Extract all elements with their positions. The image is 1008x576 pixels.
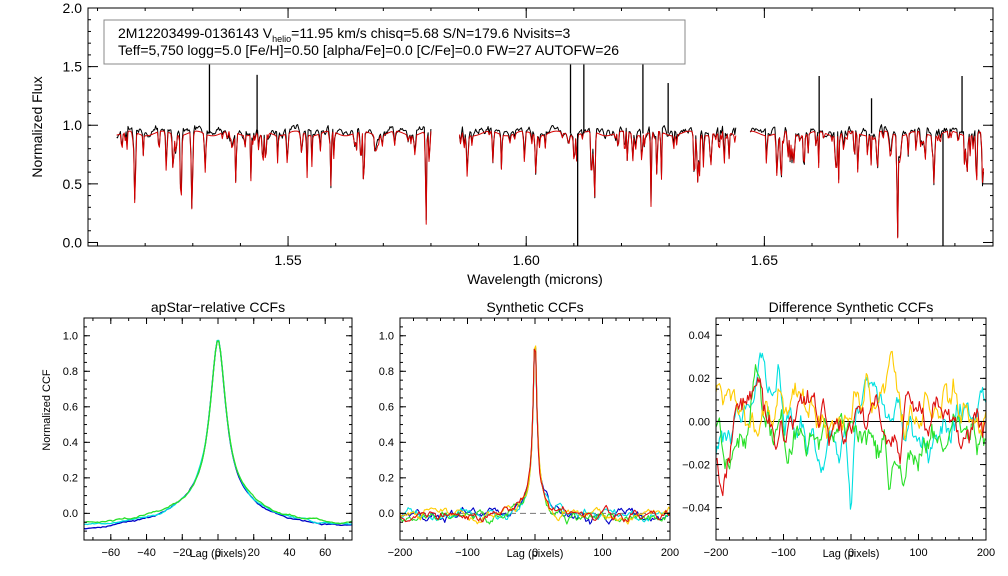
synthetic-ccf-panel: Synthetic CCFs −200 −100 0 100 200 0.0 0.2 0.4 0… xyxy=(379,299,679,560)
annotation-line1-prefix: 2M12203499-0136143 V xyxy=(118,25,273,41)
x-tick-label: −200 xyxy=(704,547,729,559)
difference-ccf-title: Difference Synthetic CCFs xyxy=(769,299,934,315)
x-tick-label: 60 xyxy=(319,547,331,559)
x-tick-label: 20 xyxy=(248,547,260,559)
spectrum-y-axis-label: Normalized Flux xyxy=(29,76,45,177)
observed-spectrum-line xyxy=(459,125,737,205)
y-tick-label: −0.04 xyxy=(682,503,710,515)
y-tick-label: 0.4 xyxy=(63,437,78,449)
x-tick-label: 1.65 xyxy=(751,252,778,268)
x-tick-label: 0 xyxy=(848,547,854,559)
x-tick-label: 1.60 xyxy=(513,252,540,268)
y-tick-label: 0.2 xyxy=(379,473,394,485)
model-spectrum-line xyxy=(750,130,984,239)
x-tick-label: −100 xyxy=(771,547,796,559)
x-tick-label: 100 xyxy=(909,547,927,559)
y-tick-label: 1.0 xyxy=(63,331,78,343)
apstar-ccf-panel: apStar−relative CCFs −60 −40 −20 0 20 40 60 0.0… xyxy=(41,299,353,560)
difference-ccf-series xyxy=(715,350,987,510)
y-tick-label: 0.04 xyxy=(689,330,710,342)
y-tick-label: 0.0 xyxy=(63,508,78,520)
ccf-line-green xyxy=(83,340,353,525)
apstar-ccf-x-axis-label: Lag (pixels) xyxy=(190,548,247,560)
y-tick-label: 0.4 xyxy=(379,437,394,449)
y-tick-label: 0.02 xyxy=(689,373,710,385)
x-tick-label: 200 xyxy=(661,547,679,559)
difference-line-yellow xyxy=(715,350,987,441)
apstar-ccf-series xyxy=(83,339,353,530)
x-tick-label: 0 xyxy=(532,547,538,559)
x-tick-label: 0 xyxy=(215,547,221,559)
model-spectrum-line xyxy=(459,130,737,207)
synthetic-ccf-title: Synthetic CCFs xyxy=(486,299,583,315)
difference-ccf-axis-ticks: −200 −100 0 100 200 −0.04 −0.02 0.00 0.02 0.04 xyxy=(682,318,995,559)
spectrum-annotation-line2: Teff=5,750 logg=5.0 [Fe/H]=0.50 [alpha/F… xyxy=(118,42,619,58)
y-tick-label: 0.5 xyxy=(63,176,83,192)
y-tick-label: 0.0 xyxy=(379,508,394,520)
y-tick-label: 0.6 xyxy=(63,402,78,414)
apstar-ccf-y-axis-label: Normalized CCF xyxy=(41,369,53,451)
synthetic-ccf-series xyxy=(399,345,671,525)
difference-line-cyan xyxy=(715,352,987,510)
observed-spectrum-line xyxy=(116,124,432,221)
x-tick-label: 200 xyxy=(977,547,995,559)
difference-ccf-panel: Difference Synthetic CCFs −200 −100 0 100 20… xyxy=(682,299,995,560)
y-tick-label: 0.0 xyxy=(63,234,83,250)
x-tick-label: 1.55 xyxy=(274,252,301,268)
ccf-line-red xyxy=(399,348,671,523)
spectrum-panel: 1.55 1.60 1.65 0.0 0.5 1.0 1.5 2.0 2M12203499-0… xyxy=(29,0,994,287)
x-tick-label: −200 xyxy=(388,547,413,559)
apstar-ccf-title: apStar−relative CCFs xyxy=(151,299,285,315)
spectrum-x-axis-label: Wavelength (microns) xyxy=(467,271,603,287)
x-tick-label: 40 xyxy=(283,547,295,559)
y-tick-label: 0.6 xyxy=(379,402,394,414)
y-tick-label: 1.0 xyxy=(379,331,394,343)
y-tick-label: −0.02 xyxy=(682,459,710,471)
x-tick-label: −60 xyxy=(101,547,120,559)
annotation-line1-subscript: helio xyxy=(272,34,291,44)
difference-ccf-x-axis-label: Lag (pixels) xyxy=(823,548,880,560)
apstar-ccf-axis-ticks: −60 −40 −20 0 20 40 60 0.0 0.2 0.4 0.6 0.8 1.0 xyxy=(63,318,352,559)
y-tick-label: 0.2 xyxy=(63,473,78,485)
spectrum-annotation-line1: 2M12203499-0136143 Vhelio=11.95 km/s chi… xyxy=(118,25,570,44)
annotation-line1-suffix: =11.95 km/s chisq=5.68 S/N=179.6 Nvisits… xyxy=(291,25,570,41)
spectrum-axis-ticks: 1.55 1.60 1.65 0.0 0.5 1.0 1.5 2.0 xyxy=(63,0,993,268)
x-tick-label: −100 xyxy=(455,547,480,559)
y-tick-label: 0.00 xyxy=(689,416,710,428)
model-spectrum-line xyxy=(116,130,432,225)
y-tick-label: 1.5 xyxy=(63,59,83,75)
y-tick-label: 0.8 xyxy=(63,366,78,378)
synthetic-ccf-axis-ticks: −200 −100 0 100 200 0.0 0.2 0.4 0.6 0.8 1.0 xyxy=(379,318,679,559)
y-tick-label: 0.8 xyxy=(379,366,394,378)
difference-line-green xyxy=(715,364,987,491)
x-tick-label: −20 xyxy=(173,547,192,559)
x-tick-label: 100 xyxy=(593,547,611,559)
y-tick-label: 1.0 xyxy=(63,117,83,133)
spectrum-annotation-box xyxy=(103,19,686,65)
difference-line-red xyxy=(715,377,987,497)
y-tick-label: 2.0 xyxy=(63,0,83,16)
x-tick-label: −40 xyxy=(137,547,156,559)
spectrum-series xyxy=(116,124,984,239)
spectrum-plot-frame xyxy=(87,7,994,247)
synthetic-ccf-x-axis-label: Lag (pixels) xyxy=(507,548,564,560)
